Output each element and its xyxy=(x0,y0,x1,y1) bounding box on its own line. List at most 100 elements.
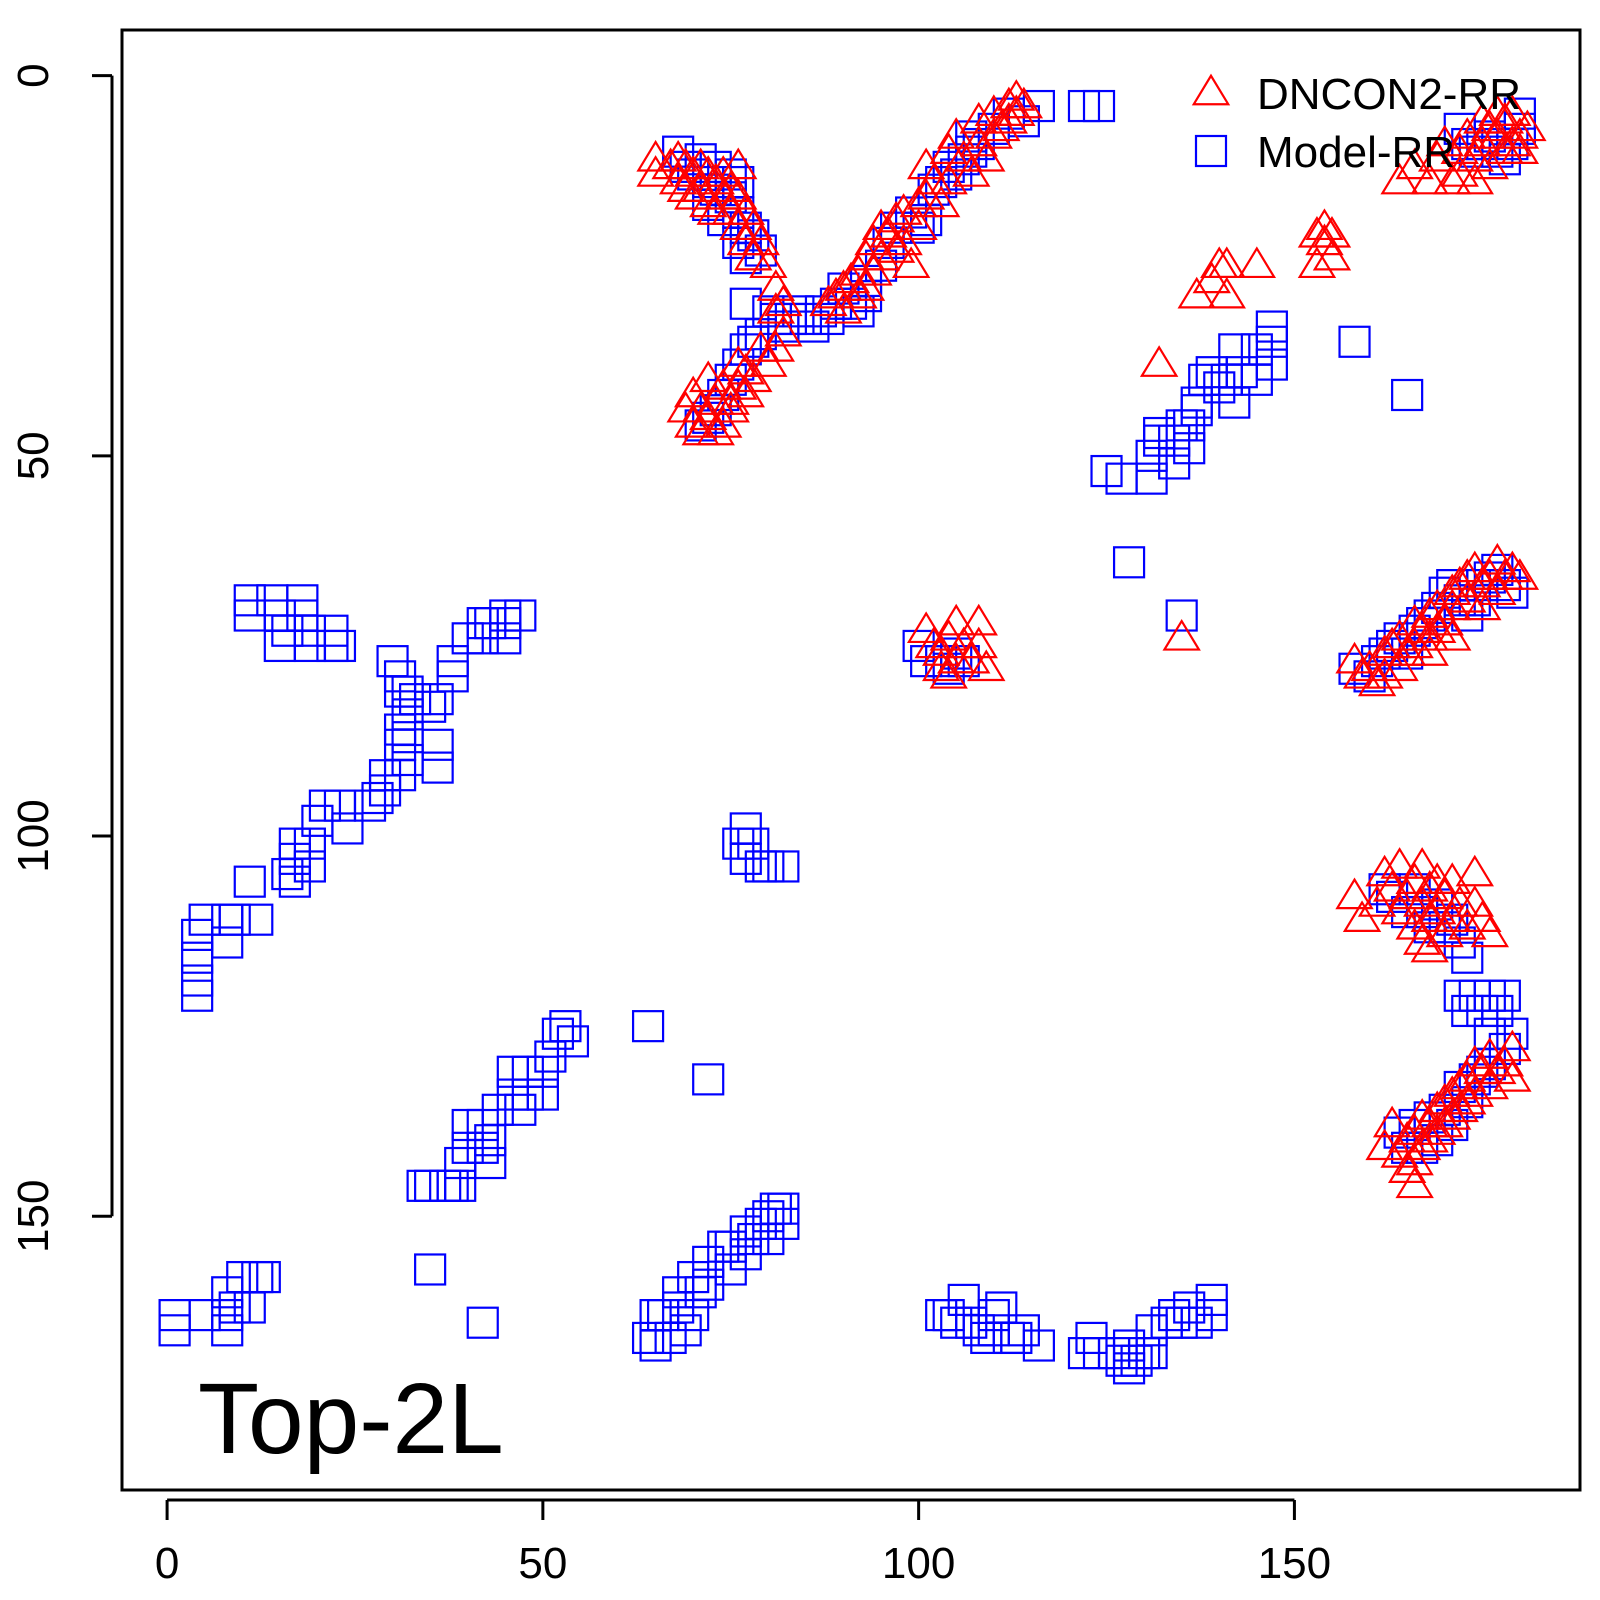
model-rr-point xyxy=(293,850,326,883)
dncon2-rr-point xyxy=(1372,1105,1412,1138)
model-rr-point xyxy=(489,599,522,632)
model-rr-point xyxy=(1173,432,1206,465)
dncon2-rr-point xyxy=(1455,1075,1494,1107)
dncon2-rr-point xyxy=(636,139,675,172)
dncon2-rr-point xyxy=(1493,550,1532,583)
model-rr-point xyxy=(1451,941,1484,974)
x-axis: 0 50 100 150 xyxy=(155,1498,1331,1588)
model-rr-point xyxy=(406,1169,439,1202)
dncon2-rr-point xyxy=(1312,215,1352,248)
dncon2-rr-point xyxy=(1508,109,1547,142)
dncon2-rr-point xyxy=(1478,1052,1517,1085)
dncon2-rr-point xyxy=(741,223,781,256)
y-tick-label: 100 xyxy=(9,799,58,872)
dncon2-rr-point xyxy=(967,649,1006,682)
dncon2-rr-point xyxy=(673,406,713,438)
model-rr-point xyxy=(1488,979,1521,1012)
dncon2-rr-point xyxy=(1500,558,1540,590)
plot-frame xyxy=(120,28,1582,1492)
dncon2-rr-point xyxy=(1410,930,1449,963)
model-rr-point xyxy=(391,721,424,754)
y-tick-label: 0 xyxy=(9,63,58,87)
model-rr-point xyxy=(293,827,326,860)
dncon2-rr-point xyxy=(726,352,765,385)
model-rr-point xyxy=(421,751,454,784)
model-rr-point xyxy=(1022,1329,1055,1362)
legend-model-rr-symbol xyxy=(1194,134,1228,168)
dncon2-rr-point xyxy=(997,94,1036,126)
dncon2-rr-point xyxy=(1500,132,1540,164)
x-tick-label: 50 xyxy=(518,1539,567,1588)
model-rr-point xyxy=(1082,89,1116,123)
dncon2-rr-point xyxy=(1387,1151,1427,1183)
dncon2-rr-point xyxy=(1448,907,1487,940)
dncon2-rr-point xyxy=(1372,626,1412,659)
dncon2-rr-point xyxy=(681,147,720,180)
model-rr-point xyxy=(331,812,364,845)
dncon2-rr-point xyxy=(921,185,961,218)
dncon2-rr-point xyxy=(1410,162,1449,195)
model-rr-point xyxy=(1218,333,1251,366)
dncon2-rr-point xyxy=(1402,847,1442,879)
model-rr-point xyxy=(211,926,244,959)
dncon2-rr-point xyxy=(741,330,781,362)
model-rr-point xyxy=(383,660,417,693)
model-rr-point xyxy=(1165,599,1198,632)
model-rr-point xyxy=(692,1063,725,1096)
dncon2-rr-point xyxy=(1312,238,1352,271)
dncon2-rr-point xyxy=(1207,276,1246,309)
model-rr-point xyxy=(1496,1017,1529,1050)
model-rr-point xyxy=(466,607,499,640)
dncon2-rr-point xyxy=(1410,634,1449,666)
dncon2-rr-point xyxy=(1500,117,1540,149)
model-rr-point xyxy=(1195,1299,1228,1332)
model-rr-point xyxy=(526,1078,559,1111)
model-rr-point xyxy=(248,1260,281,1294)
model-rr-point xyxy=(1255,310,1288,343)
model-rr-point xyxy=(361,781,394,815)
dncon2-rr-point xyxy=(1433,162,1472,195)
model-rr-point xyxy=(767,1207,800,1240)
model-rr-point xyxy=(631,1010,665,1043)
y-tick-label: 150 xyxy=(9,1180,58,1253)
x-tick-label: 100 xyxy=(882,1539,955,1588)
legend-dncon2-rr-label: DNCON2-RR xyxy=(1257,70,1521,119)
data-marks xyxy=(158,79,1547,1385)
dncon2-rr-point xyxy=(1237,246,1277,279)
dncon2-rr-point xyxy=(704,406,743,438)
dncon2-rr-point xyxy=(1463,101,1502,134)
model-rr-point xyxy=(985,1291,1018,1324)
model-rr-point xyxy=(1255,348,1288,381)
model-rr-point xyxy=(729,287,762,320)
dncon2-rr-point xyxy=(696,413,735,446)
legend-model-rr-label: Model-RR xyxy=(1257,128,1455,177)
dncon2-rr-point xyxy=(689,360,728,393)
panel-label: Top-2L xyxy=(198,1363,504,1475)
dncon2-rr-point xyxy=(967,139,1006,172)
model-rr-point xyxy=(414,1253,447,1286)
dncon2-rr-point xyxy=(1335,877,1374,910)
dncon2-rr-point xyxy=(1365,656,1404,689)
dncon2-rr-point xyxy=(719,345,758,377)
dncon2-rr-point xyxy=(756,291,796,324)
dncon2-rr-point xyxy=(1380,847,1419,879)
dncon2-rr-point xyxy=(876,231,916,263)
model-rr-point xyxy=(474,1146,507,1180)
dncon2-rr-point xyxy=(1004,86,1044,119)
dncon2-rr-point xyxy=(711,170,750,202)
model-rr-point xyxy=(218,903,251,936)
dncon2-rr-point xyxy=(1493,1060,1532,1092)
dncon2-rr-point xyxy=(929,656,968,689)
model-rr-point xyxy=(233,865,266,898)
dncon2-rr-point xyxy=(997,79,1036,111)
legend: DNCON2-RR Model-RR xyxy=(1191,70,1521,177)
model-rr-point xyxy=(421,728,454,761)
dncon2-rr-point xyxy=(1297,246,1337,279)
dncon2-rr-point xyxy=(914,626,953,659)
model-rr-point xyxy=(556,1025,590,1058)
model-rr-point xyxy=(211,903,244,936)
dncon2-rr-point xyxy=(1162,618,1201,651)
dncon2-rr-point xyxy=(1305,208,1344,241)
dncon2-rr-point xyxy=(1448,558,1487,590)
